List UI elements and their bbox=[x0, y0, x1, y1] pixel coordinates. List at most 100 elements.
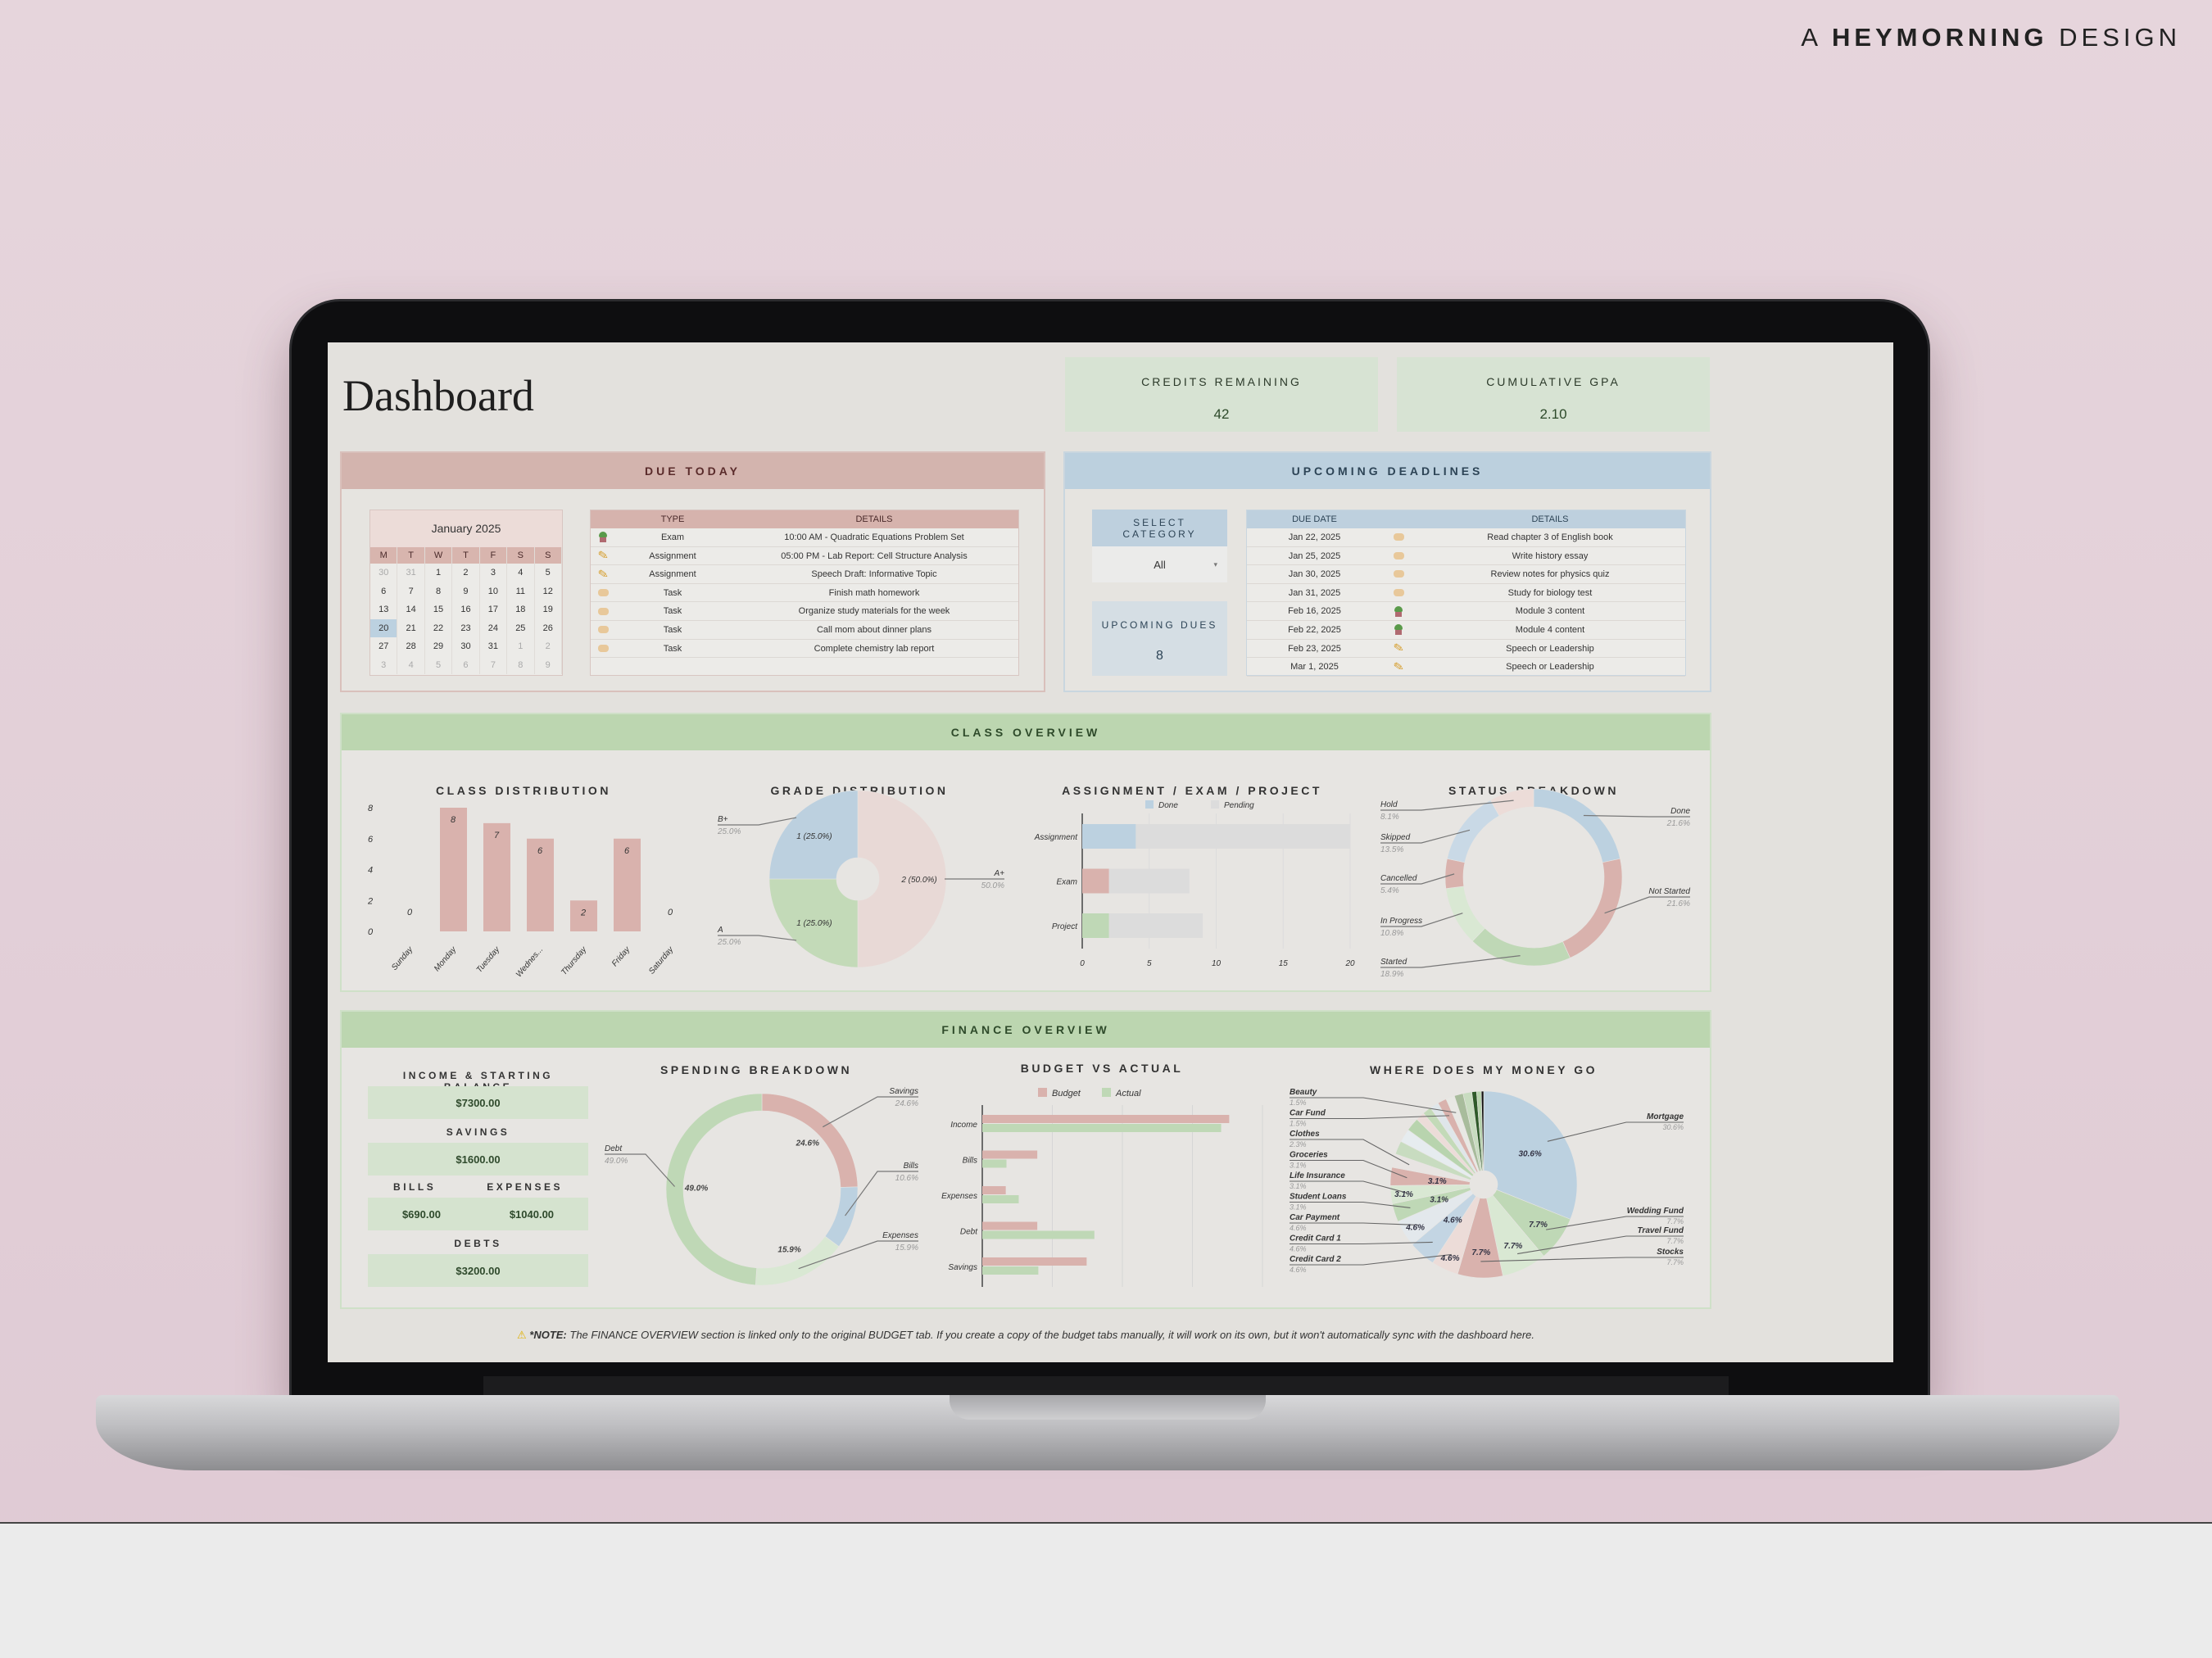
callout-line bbox=[718, 817, 797, 826]
bar-exam-done bbox=[1082, 868, 1109, 894]
calendar-day[interactable]: 2 bbox=[535, 637, 562, 656]
calendar-day[interactable]: 30 bbox=[452, 637, 480, 656]
calendar-day[interactable]: 18 bbox=[507, 600, 535, 619]
row-details: Write history essay bbox=[1512, 550, 1589, 561]
calendar-day[interactable]: 19 bbox=[535, 600, 562, 619]
callout-percent: 4.6% bbox=[1290, 1224, 1307, 1232]
calendar-day[interactable]: 26 bbox=[535, 618, 562, 637]
row-details: Speech or Leadership bbox=[1506, 643, 1594, 654]
warning-icon: ⚠ bbox=[516, 1330, 527, 1342]
callout-line bbox=[718, 935, 797, 941]
calendar-day[interactable]: 9 bbox=[535, 655, 562, 674]
calendar-day[interactable]: 3 bbox=[370, 655, 398, 674]
calendar-day[interactable]: 24 bbox=[480, 618, 508, 637]
calendar-day[interactable]: 17 bbox=[480, 600, 508, 619]
bar-project-done bbox=[1082, 913, 1109, 938]
sticky-note-icon-cell bbox=[1386, 565, 1411, 583]
calendar-day[interactable]: 5 bbox=[535, 564, 562, 582]
slice-percent-label: 4.6% bbox=[1443, 1216, 1462, 1225]
col-details: DETAILS bbox=[855, 514, 893, 524]
calendar-day[interactable]: 29 bbox=[425, 637, 453, 656]
table-header: DUE DATE DETAILS bbox=[1247, 510, 1685, 528]
callout-label: Done bbox=[1670, 807, 1690, 816]
row-details: Complete chemistry lab report bbox=[814, 643, 935, 654]
row-details: Module 4 content bbox=[1515, 624, 1585, 635]
icon-cell bbox=[1382, 584, 1415, 602]
calendar-day[interactable]: 15 bbox=[425, 600, 453, 619]
slice-percent-label: 4.6% bbox=[1440, 1254, 1460, 1263]
bar-bills-actual bbox=[982, 1159, 1007, 1168]
callout-label: Cancelled bbox=[1380, 874, 1417, 883]
select-category[interactable]: SELECT CATEGORY All ▾ bbox=[1092, 510, 1227, 582]
calendar-day[interactable]: 3 bbox=[480, 564, 508, 582]
callout-percent: 21.6% bbox=[1666, 819, 1690, 828]
calendar-day[interactable]: 14 bbox=[397, 600, 425, 619]
calendar-day[interactable]: 11 bbox=[507, 582, 535, 600]
x-tick-label: Thursday bbox=[560, 945, 589, 977]
pie-slice-other bbox=[1480, 1090, 1484, 1171]
calendar-day[interactable]: 5 bbox=[425, 655, 453, 674]
calendar-day[interactable]: 22 bbox=[425, 618, 453, 637]
calendar-day[interactable]: 21 bbox=[397, 618, 425, 637]
class-overview-header: CLASS OVERVIEW bbox=[342, 714, 1710, 750]
brand-prefix: A bbox=[1801, 23, 1821, 52]
calendar-day[interactable]: 7 bbox=[480, 655, 508, 674]
callout-percent: 21.6% bbox=[1666, 899, 1690, 908]
calendar-day[interactable]: 9 bbox=[452, 582, 480, 600]
calendar-day[interactable]: 10 bbox=[480, 582, 508, 600]
row-details: Speech Draft: Informative Topic bbox=[811, 569, 937, 580]
icon-cell bbox=[1382, 547, 1415, 565]
callout-line bbox=[1290, 1097, 1457, 1113]
deadline-rows: Jan 22, 2025 Read chapter 3 of English bo… bbox=[1247, 528, 1685, 677]
row-due-date: Jan 30, 2025 bbox=[1288, 569, 1341, 580]
calendar-day[interactable]: 16 bbox=[452, 600, 480, 619]
calendar-day[interactable]: 1 bbox=[425, 564, 453, 582]
calendar-day[interactable]: 12 bbox=[535, 582, 562, 600]
x-tick-label: Sunday bbox=[390, 945, 415, 972]
calendar-day[interactable]: 4 bbox=[397, 655, 425, 674]
callout-percent: 1.5% bbox=[1290, 1099, 1307, 1107]
slice-percent-label: 49.0% bbox=[684, 1184, 708, 1193]
calendar-day[interactable]: 4 bbox=[507, 564, 535, 582]
pencil-icon-cell: ✎ bbox=[591, 565, 615, 583]
calendar-day[interactable]: 28 bbox=[397, 637, 425, 656]
callout-label: Life Insurance bbox=[1290, 1171, 1345, 1180]
calendar-day[interactable]: 6 bbox=[370, 582, 398, 600]
note-label: *NOTE: bbox=[529, 1329, 567, 1341]
calendar-week: 6 7 8 9 10 11 12 bbox=[370, 582, 562, 600]
callout-label: Stocks bbox=[1657, 1248, 1684, 1257]
calendar-day[interactable]: 25 bbox=[507, 618, 535, 637]
calendar-day[interactable]: 27 bbox=[370, 637, 398, 656]
table-header: TYPE DETAILS bbox=[591, 510, 1018, 528]
calendar-day[interactable]: 7 bbox=[397, 582, 425, 600]
row-details: 10:00 AM - Quadratic Equations Problem S… bbox=[784, 532, 964, 542]
row-type: Task bbox=[663, 587, 682, 598]
calendar-day[interactable]: 8 bbox=[425, 582, 453, 600]
calendar-day[interactable]: 23 bbox=[452, 618, 480, 637]
calendar-day[interactable]: 31 bbox=[397, 564, 425, 582]
table-row: Jan 30, 2025 Review notes for physics qui… bbox=[1247, 565, 1685, 584]
calendar-day[interactable]: 31 bbox=[480, 637, 508, 656]
savings-label: SAVINGS bbox=[446, 1126, 510, 1138]
expenses-label: EXPENSES bbox=[487, 1181, 563, 1193]
callout-percent: 13.5% bbox=[1380, 845, 1403, 854]
calendar-day[interactable]: 1 bbox=[507, 637, 535, 656]
legend-swatch bbox=[1102, 1088, 1111, 1097]
calendar-day[interactable]: 30 bbox=[370, 564, 398, 582]
calendar-day[interactable]: 13 bbox=[370, 600, 398, 619]
slice-value-label: 1 (25.0%) bbox=[796, 832, 832, 841]
bar-assignment-pending bbox=[1135, 824, 1350, 849]
calendar-day[interactable]: 20 bbox=[370, 618, 398, 637]
bar-exam-pending bbox=[1108, 868, 1190, 894]
calendar-day[interactable]: 6 bbox=[452, 655, 480, 674]
due-today-rows: Exam 10:00 AM - Quadratic Equations Probl… bbox=[591, 528, 1018, 659]
category-dropdown[interactable]: All ▾ bbox=[1092, 546, 1227, 582]
pencil-icon-cell: ✎ bbox=[1386, 640, 1411, 658]
callout-percent: 5.4% bbox=[1380, 886, 1399, 895]
finance-overview-header: FINANCE OVERVIEW bbox=[342, 1012, 1710, 1048]
callout-label: Wedding Fund bbox=[1627, 1207, 1684, 1216]
calendar-day[interactable]: 2 bbox=[452, 564, 480, 582]
legend-label: Pending bbox=[1224, 801, 1254, 810]
calendar-day[interactable]: 8 bbox=[507, 655, 535, 674]
